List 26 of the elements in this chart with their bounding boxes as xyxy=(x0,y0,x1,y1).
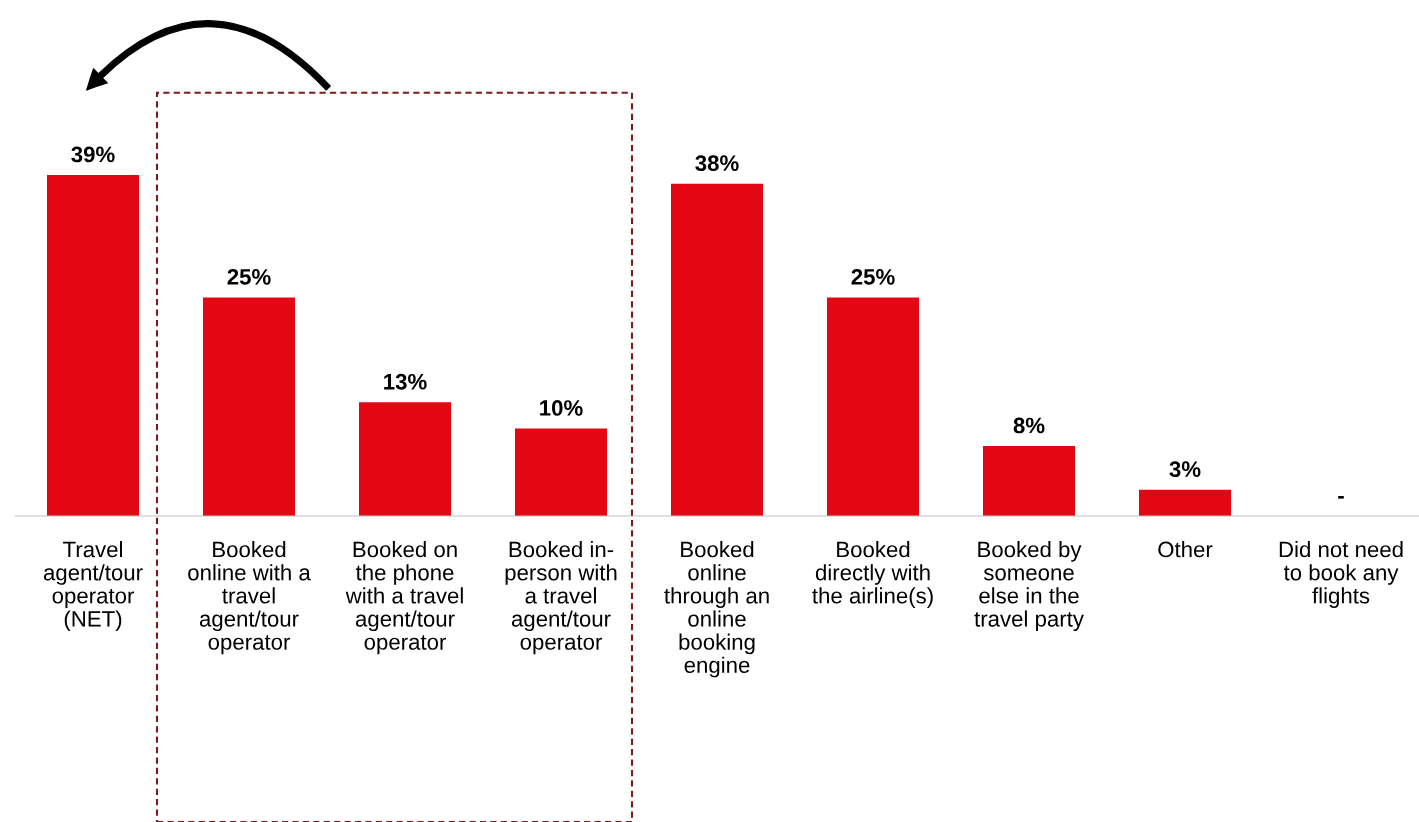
x-tick-label: Booked directly with the airline(s) xyxy=(812,541,933,608)
x-tick-label: Booked by someone else in the travel party xyxy=(974,541,1084,632)
data-label: 39% xyxy=(71,146,115,163)
bar xyxy=(826,297,920,516)
data-label: 25% xyxy=(851,268,895,285)
bar xyxy=(202,297,296,516)
x-tick-label: Other xyxy=(1158,541,1213,558)
data-label: 13% xyxy=(384,373,427,390)
x-tick-label: Booked on the phone with a travel agent/tour operator xyxy=(345,541,463,655)
data-label: 38% xyxy=(695,155,739,172)
x-tick-label: Booked online through an online booking engine xyxy=(664,541,769,678)
bar xyxy=(358,402,452,516)
x-tick-label: Did not need to book any flights xyxy=(1279,541,1403,608)
data-label: 10% xyxy=(540,400,583,416)
data-label: 25% xyxy=(227,268,271,285)
x-tick-label: Travel agent/tour operator (NET) xyxy=(43,541,143,632)
bar xyxy=(670,183,764,516)
bar xyxy=(1138,489,1232,516)
data-label: 3% xyxy=(1169,461,1201,478)
x-tick-label: Booked online with a travel agent/tour operator xyxy=(188,541,311,655)
bar xyxy=(46,175,140,516)
bar xyxy=(982,446,1076,516)
text: - xyxy=(1338,495,1344,499)
x-tick-label: Booked in- person with a travel agent/tour operator xyxy=(505,541,617,655)
data-label: 8% xyxy=(1013,417,1045,434)
bar xyxy=(514,428,608,516)
